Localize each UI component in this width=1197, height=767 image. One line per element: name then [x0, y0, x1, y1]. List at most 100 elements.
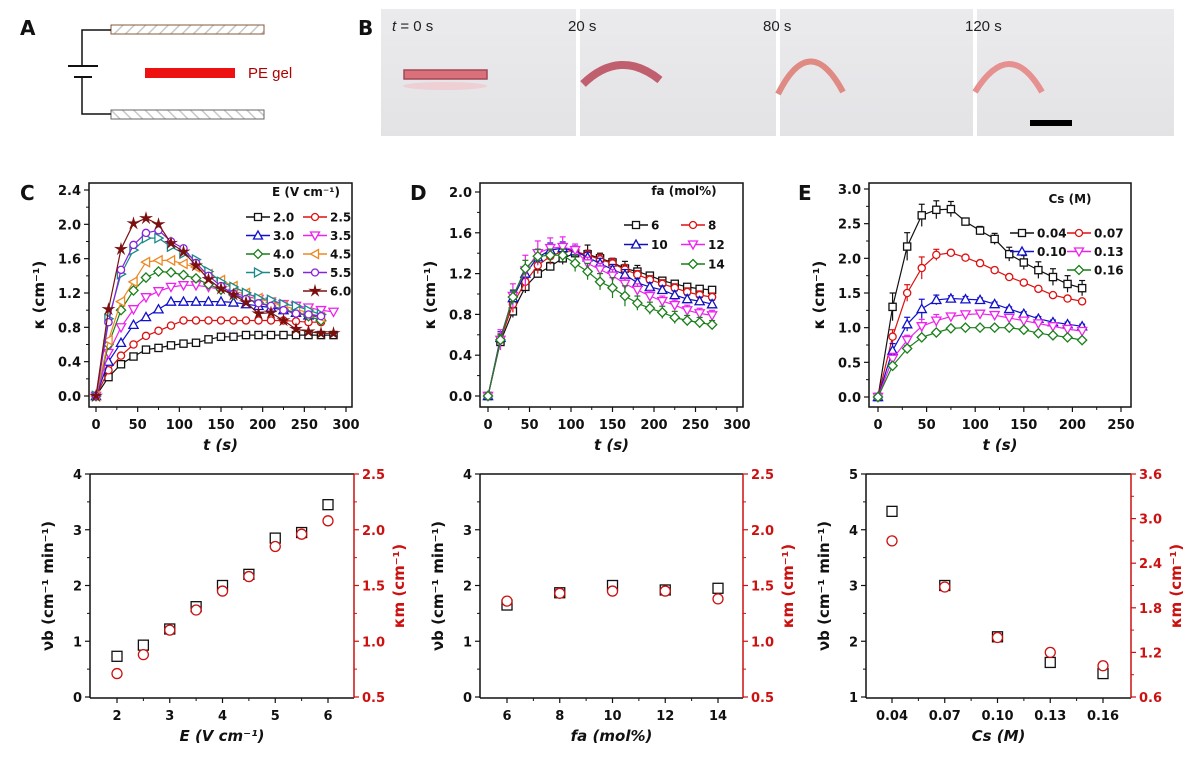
data-point [681, 306, 693, 317]
data-point [113, 242, 129, 256]
data-point [888, 332, 897, 341]
data-point [582, 266, 594, 278]
y-tick-label: 0.0 [838, 391, 861, 406]
data-point [227, 296, 240, 307]
y-tick-label: 0.4 [449, 349, 472, 364]
frame-time-label: 120 s [965, 18, 1002, 35]
y-tick-label: 0 [73, 691, 82, 706]
data-point [1004, 272, 1014, 282]
x-tick-label: 8 [555, 709, 564, 724]
data-point [1061, 324, 1074, 335]
y2-tick-label: 3.6 [1139, 468, 1162, 483]
x-tick-label: 150 [1010, 418, 1037, 433]
data-point [140, 256, 151, 268]
panel-a: A PE gel [20, 16, 292, 120]
chart-e2: 0.04 0.07 0.10 0.13 0.16 1 2 3 4 5 0.6 1.2 1.8 2.4 3.0… [815, 468, 1185, 745]
pe-gel-strip [145, 68, 235, 78]
data-point [238, 295, 254, 309]
legend-marker [308, 283, 322, 297]
data-point [152, 303, 165, 314]
x-tick-label: 150 [207, 418, 234, 433]
data-point [988, 298, 1001, 309]
data-point [619, 279, 631, 290]
data-point [213, 281, 229, 295]
x-tick-label: 4 [218, 709, 227, 724]
y2-tick-label: 1.0 [751, 635, 774, 650]
y-tick-label: 4 [463, 468, 472, 483]
chart-c2: 2 3 4 5 6 0 1 2 3 4 0.5 1.0 1.5 2.0 2.5 E (V cm⁻¹) νb (c… [39, 468, 408, 745]
data-point [975, 258, 985, 268]
data-point [254, 299, 263, 308]
data-point [88, 388, 104, 402]
data-point [1047, 329, 1059, 341]
data-point [1034, 265, 1043, 275]
y-tick-label: 1 [849, 691, 858, 706]
x-tick-label: 2 [112, 709, 121, 724]
panel-label-a: A [20, 16, 36, 40]
gel-strip-bent [775, 58, 846, 96]
data-point [188, 258, 204, 272]
series-6.0 [88, 211, 341, 402]
legend-entry: 6.0 [330, 285, 351, 299]
series-2.0 [91, 330, 338, 401]
data-point [140, 293, 152, 304]
data-point [693, 309, 706, 320]
legend-marker [687, 240, 699, 251]
data-point [204, 335, 213, 344]
legend-marker [1017, 228, 1027, 238]
data-point [556, 242, 569, 254]
data-point [988, 310, 1001, 322]
data-point [165, 295, 177, 306]
legend-entry: 0.13 [1094, 245, 1124, 259]
data-point [1044, 646, 1056, 659]
data-point [179, 316, 188, 325]
x-tick-label: 150 [599, 418, 626, 433]
data-point [154, 326, 163, 336]
data-point [959, 322, 971, 334]
data-point [269, 540, 281, 553]
data-point [141, 228, 151, 238]
series-0.16 [872, 322, 1088, 403]
panel-label-c: C [20, 181, 35, 205]
x-axis-label: t (s) [594, 436, 629, 454]
time-variable: t [392, 18, 397, 35]
y-tick-label: 3.0 [838, 183, 861, 198]
y-tick-label: 3 [849, 580, 858, 595]
y2-tick-label: 2.5 [362, 468, 385, 483]
data-point [886, 505, 898, 518]
data-point [694, 317, 706, 329]
data-point [115, 323, 127, 334]
x-tick-label: 100 [166, 418, 193, 433]
data-point [266, 316, 276, 325]
data-point [693, 295, 706, 306]
legend-marker [309, 248, 320, 260]
y-tick-label: 0 [463, 691, 472, 706]
data-point [141, 345, 151, 354]
legend-entry: 0.16 [1094, 264, 1124, 278]
x-axis-label: t (s) [982, 436, 1017, 454]
y-tick-label: 2.0 [449, 186, 472, 201]
data-point [569, 257, 581, 269]
data-point [115, 295, 126, 308]
y-axis-label: νb (cm⁻¹ min⁻¹) [815, 521, 833, 651]
data-point [289, 321, 303, 335]
y-tick-label: 1.2 [58, 287, 81, 302]
data-point [216, 332, 226, 342]
data-point [291, 300, 302, 312]
series-4.0 [90, 266, 327, 402]
data-point [902, 288, 912, 298]
y2-tick-label: 1.2 [1139, 646, 1162, 661]
legend-entry: 5.0 [273, 266, 294, 280]
data-point [712, 582, 724, 594]
x-axis-label: t (s) [203, 436, 238, 454]
legend-marker [309, 231, 321, 242]
data-point [886, 354, 899, 365]
series-νb [111, 499, 334, 662]
data-point [204, 316, 213, 325]
data-point [190, 295, 202, 306]
data-point [930, 294, 943, 305]
data-point [140, 272, 152, 284]
data-point [140, 311, 152, 322]
data-point [243, 570, 255, 583]
